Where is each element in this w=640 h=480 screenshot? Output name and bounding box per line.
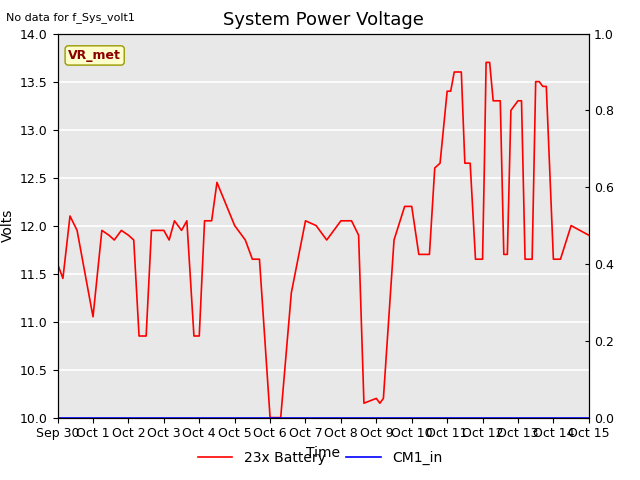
23x Battery bbox=[266, 415, 274, 420]
23x Battery bbox=[585, 232, 593, 238]
Text: No data for f_Sys_volt1: No data for f_Sys_volt1 bbox=[6, 12, 135, 23]
23x Battery bbox=[401, 204, 408, 209]
Line: 23x Battery: 23x Battery bbox=[58, 62, 589, 418]
23x Battery bbox=[54, 261, 61, 267]
23x Battery bbox=[323, 237, 331, 243]
X-axis label: Time: Time bbox=[306, 446, 340, 460]
23x Battery bbox=[241, 237, 249, 243]
Text: VR_met: VR_met bbox=[68, 49, 121, 62]
Y-axis label: Volts: Volts bbox=[1, 209, 15, 242]
23x Battery bbox=[160, 228, 168, 233]
23x Battery bbox=[483, 60, 490, 65]
23x Battery bbox=[231, 223, 239, 228]
Title: System Power Voltage: System Power Voltage bbox=[223, 11, 424, 29]
Legend: 23x Battery, CM1_in: 23x Battery, CM1_in bbox=[192, 445, 448, 471]
23x Battery bbox=[301, 218, 309, 224]
